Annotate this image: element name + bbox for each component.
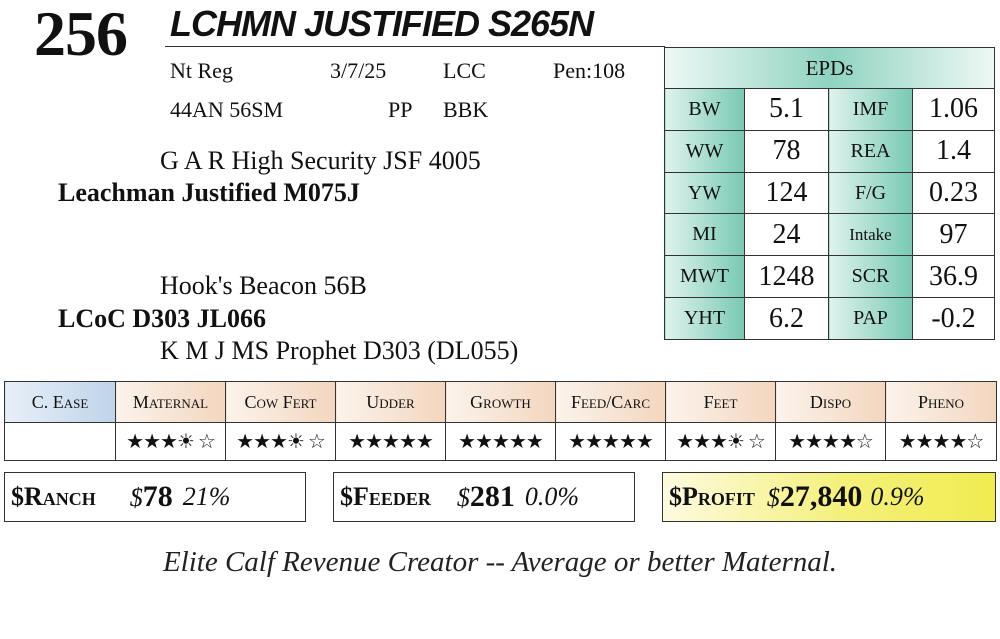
- star-rating: ★★★☀ ☆: [115, 422, 226, 461]
- epd-value: 1.06: [911, 88, 996, 131]
- epd-value: 124: [744, 171, 829, 215]
- profit-label: $Profit: [669, 482, 755, 511]
- epd-value: 78: [744, 129, 829, 173]
- trait-table: C. Ease Maternal Cow Fert Udder Growth F…: [4, 381, 997, 461]
- epd-value: 1.4: [911, 129, 996, 173]
- trait-header: Pheno: [885, 381, 997, 423]
- star-rating: ★★★☀ ☆: [665, 422, 776, 461]
- feeder-value: 281: [469, 480, 515, 513]
- ranch-dollar: $: [129, 483, 143, 512]
- tag-id: 44AN 56SM: [170, 97, 284, 122]
- epd-label: MWT: [664, 255, 745, 299]
- epd-row: MI 24 Intake 97: [664, 213, 996, 257]
- epd-value: 36.9: [911, 255, 996, 299]
- epd-label: BW: [664, 88, 745, 131]
- animal-name: LCHMN JUSTIFIED S265N: [170, 3, 594, 44]
- epd-label: IMF: [828, 88, 913, 131]
- sire: Leachman Justified M075J: [58, 178, 360, 207]
- trait-header: Feet: [665, 381, 776, 423]
- epd-value: 97: [911, 213, 996, 257]
- epd-row: MWT 1248 SCR 36.9: [664, 255, 996, 299]
- epd-row: YHT 6.2 PAP -0.2: [664, 297, 996, 340]
- lot-number: 256: [34, 0, 128, 69]
- trait-header: Maternal: [115, 381, 226, 423]
- epd-row: WW 78 REA 1.4: [664, 129, 996, 173]
- profit-index-box: $Profit $27,840 0.9%: [662, 472, 996, 522]
- trait-rating-row: ★★★☀ ☆ ★★★☀ ☆ ★★★★★ ★★★★★ ★★★★★ ★★★☀ ☆ ★…: [4, 422, 997, 461]
- epd-label: SCR: [828, 255, 913, 299]
- epd-header: EPDs: [663, 47, 996, 89]
- epd-row: BW 5.1 IMF 1.06: [664, 88, 996, 131]
- header-rule: [165, 46, 665, 47]
- trait-header: Udder: [335, 381, 446, 423]
- epd-value: 1248: [744, 255, 829, 299]
- ranch-index-box: $Ranch $78 21%: [4, 472, 306, 522]
- feeder-index-box: $Feeder $281 0.0%: [333, 472, 635, 522]
- epd-value: 24: [744, 213, 829, 257]
- trait-header: Feed/Carc: [555, 381, 666, 423]
- star-rating: ★★★★★: [335, 422, 446, 461]
- profit-percentile: 0.9%: [870, 482, 925, 511]
- dam-sire: Hook's Beacon 56B: [160, 271, 367, 300]
- epd-label: WW: [664, 129, 745, 173]
- dam: LCoC D303 JL066: [58, 304, 267, 333]
- epd-label: YHT: [664, 297, 745, 340]
- ranch-percentile: 21%: [182, 482, 231, 511]
- epd-row: YW 124 F/G 0.23: [664, 171, 996, 215]
- epd-table: EPDs BW 5.1 IMF 1.06 WW 78 REA 1.4 YW 12…: [663, 47, 996, 340]
- star-rating: ★★★☀ ☆: [225, 422, 336, 461]
- profit-value: 27,840: [779, 480, 863, 513]
- epd-label: PAP: [828, 297, 913, 340]
- star-rating: ★★★★☆: [885, 422, 997, 461]
- ranch-value: 78: [142, 480, 173, 513]
- trait-header: C. Ease: [4, 381, 116, 423]
- epd-value: -0.2: [911, 297, 996, 340]
- epd-label: F/G: [828, 171, 913, 215]
- birth-date: 3/7/25: [330, 58, 387, 83]
- trait-header: Growth: [445, 381, 556, 423]
- epd-label: YW: [664, 171, 745, 215]
- star-rating: ★★★★☆: [775, 422, 886, 461]
- epd-value: 0.23: [911, 171, 996, 215]
- epd-label: REA: [828, 129, 913, 173]
- feeder-dollar: $: [456, 483, 470, 512]
- epd-value: 6.2: [744, 297, 829, 340]
- trait-header: Cow Fert: [225, 381, 336, 423]
- epd-label: MI: [664, 213, 745, 257]
- feeder-percentile: 0.0%: [524, 482, 580, 511]
- tagline: Elite Calf Revenue Creator -- Average or…: [162, 546, 838, 578]
- epd-value: 5.1: [744, 88, 829, 131]
- star-rating: ★★★★★: [555, 422, 666, 461]
- epd-label: Intake: [828, 213, 913, 257]
- dam-dam: K M J MS Prophet D303 (DL055): [160, 336, 519, 365]
- registration: Nt Reg: [170, 58, 233, 83]
- trait-header: Dispo: [775, 381, 886, 423]
- polled-status: PP: [388, 97, 413, 122]
- sire-sire: G A R High Security JSF 4005: [160, 146, 481, 175]
- color-code: BBK: [443, 97, 489, 122]
- profit-dollar: $: [766, 483, 780, 512]
- star-rating: [4, 422, 116, 461]
- pen-number: Pen:108: [553, 58, 626, 83]
- ranch-label: $Ranch: [11, 482, 96, 511]
- trait-header-row: C. Ease Maternal Cow Fert Udder Growth F…: [4, 381, 997, 423]
- feeder-label: $Feeder: [340, 482, 431, 511]
- star-rating: ★★★★★: [445, 422, 556, 461]
- breeder-code: LCC: [443, 58, 486, 83]
